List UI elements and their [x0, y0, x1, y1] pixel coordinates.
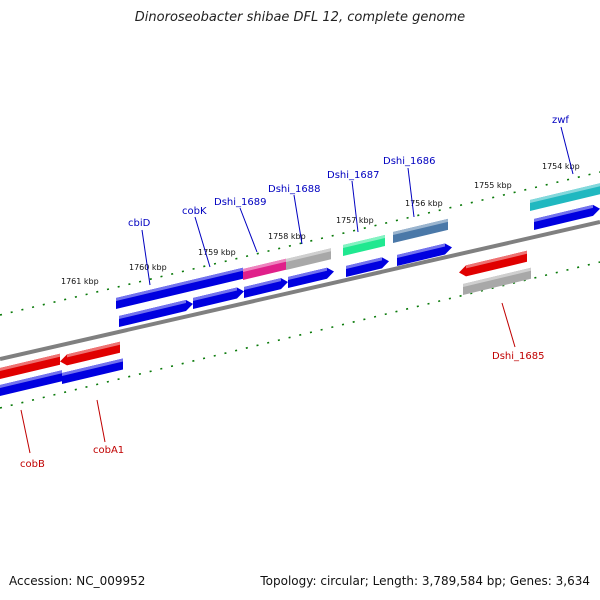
cds-dshi1688 — [288, 267, 334, 288]
feature-cobA1-highlight — [67, 341, 120, 358]
feature-dshi1689 — [243, 258, 286, 280]
feature-dshi1689-highlight — [243, 258, 286, 272]
cds-zwf — [534, 204, 600, 230]
cds-dshi1685 — [463, 267, 531, 295]
cds-dshi1688-highlight — [288, 267, 327, 280]
feature-zwf — [530, 183, 600, 211]
leader-dshi1685 — [501, 302, 516, 348]
tick-label-1756: 1756 kbp — [405, 199, 443, 208]
feature-dshi1687-highlight — [343, 234, 385, 248]
gene-label-zwf: zwf — [552, 115, 569, 126]
gene-label-cobK: cobK — [182, 206, 207, 217]
tick-label-1754: 1754 kbp — [542, 162, 580, 171]
leader-cobB — [20, 409, 31, 454]
cds-dshi1687-body — [346, 257, 389, 277]
leader-dshi1687 — [351, 180, 359, 233]
feature-dshi1686-highlight — [393, 218, 448, 235]
leader-cbiD — [141, 229, 151, 286]
gene-label-dshi1685: Dshi_1685 — [492, 351, 544, 362]
leader-dshi1689 — [239, 207, 258, 253]
inner-tick-ring — [0, 261, 600, 409]
feature-dshi1686 — [393, 218, 448, 243]
accession-text: Accession: NC_009952 — [9, 574, 146, 588]
feature-dshi1688-highlight — [286, 248, 331, 262]
cds-zwf-highlight — [534, 204, 593, 222]
feature-cbiD-cobK — [116, 267, 243, 309]
cds-dshi1686-highlight — [397, 243, 445, 258]
map-title: Dinoroseobacter shibae DFL 12, complete … — [134, 10, 466, 25]
cds-cobK — [193, 287, 244, 309]
forward-leader-lines — [141, 126, 574, 286]
gene-label-dshi1688: Dshi_1688 — [268, 184, 320, 195]
outer-tick-ring — [0, 171, 600, 316]
cds-zwf-body — [534, 204, 600, 230]
cds-cobA1 — [62, 358, 123, 384]
cds-dshi1687 — [346, 257, 389, 277]
leader-zwf — [560, 126, 574, 175]
cds-cobA1-highlight — [62, 358, 123, 376]
reverse-feature-track — [0, 250, 531, 396]
cds-cbiD-body — [119, 300, 193, 327]
cds-cobK-body — [193, 287, 244, 309]
gene-label-dshi1686: Dshi_1686 — [383, 156, 435, 167]
genome-backbone — [0, 220, 600, 361]
genome-summary-text: Topology: circular; Length: 3,789,584 bp… — [260, 574, 590, 588]
cds-cobB-highlight — [0, 370, 62, 388]
feature-dshi1688 — [286, 248, 331, 270]
leader-dshi1686 — [407, 167, 415, 218]
inner-feature-track — [119, 204, 600, 327]
gene-label-dshi1687: Dshi_1687 — [327, 170, 379, 181]
feature-cobB-highlight — [0, 353, 60, 371]
cds-cobK-highlight — [193, 287, 237, 301]
tick-label-1761: 1761 kbp — [61, 277, 99, 286]
cds-cobB — [0, 370, 62, 396]
gene-label-cobA1: cobA1 — [93, 445, 124, 456]
tick-label-1759: 1759 kbp — [198, 248, 236, 257]
cds-cbiD-highlight — [119, 300, 186, 319]
leader-cobK — [194, 216, 211, 268]
leader-dshi1688 — [293, 194, 303, 245]
forward-feature-track — [116, 183, 600, 309]
feature-cobB — [0, 353, 60, 379]
gene-label-cbiD: cbiD — [128, 218, 151, 229]
feature-dshi1687 — [343, 234, 385, 256]
cds-dshi1689-body — [244, 278, 288, 298]
tick-label-1757: 1757 kbp — [336, 216, 374, 225]
cds-dshi1689-highlight — [244, 278, 281, 290]
cds-dshi1689 — [244, 278, 288, 298]
feature-cobA1 — [60, 341, 120, 366]
feature-dshi1685 — [459, 250, 527, 277]
cds-dshi1686-body — [397, 243, 452, 266]
cds-dshi1685-highlight — [463, 267, 531, 287]
tick-label-1755: 1755 kbp — [474, 181, 512, 190]
tick-label-1758: 1758 kbp — [268, 232, 306, 241]
gene-label-dshi1689: Dshi_1689 — [214, 197, 266, 208]
gene-label-cobB: cobB — [20, 459, 45, 470]
cds-dshi1687-highlight — [346, 257, 382, 269]
cds-dshi1686 — [397, 243, 452, 266]
cds-cbiD — [119, 300, 193, 327]
feature-dshi1685-highlight — [466, 250, 527, 269]
feature-zwf-highlight — [530, 183, 600, 203]
feature-cbiD-cobK-highlight — [116, 267, 243, 301]
reverse-leader-lines — [20, 302, 516, 454]
cds-dshi1688-body — [288, 267, 334, 288]
leader-cobA1 — [96, 399, 106, 443]
